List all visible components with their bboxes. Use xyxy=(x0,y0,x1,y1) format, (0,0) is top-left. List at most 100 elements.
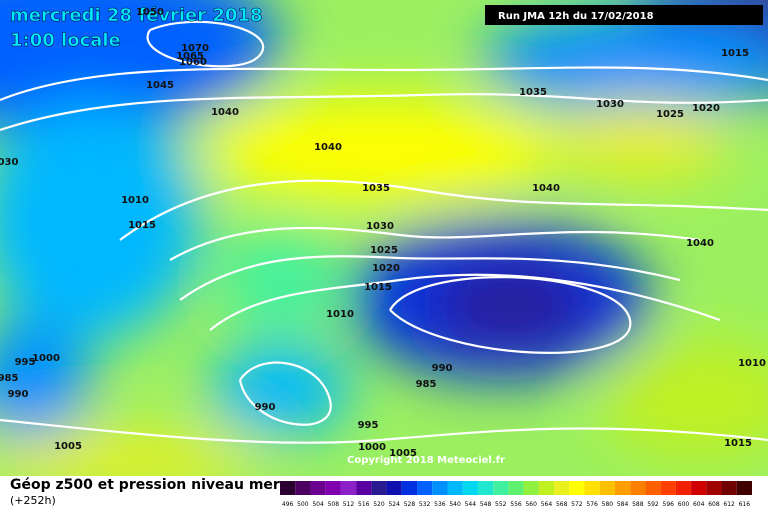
scale-label: 560 xyxy=(525,501,537,508)
isobar-label: 1010 xyxy=(738,358,766,369)
time: 1:00 locale xyxy=(10,30,121,51)
scale-swatch xyxy=(660,481,676,495)
scale-label: 588 xyxy=(632,501,644,508)
scale-swatch xyxy=(340,481,357,495)
isobar-label: 990 xyxy=(255,402,276,413)
scale-label: 512 xyxy=(343,501,355,508)
isobar-label: 990 xyxy=(432,363,453,374)
legend-title: Géop z500 et pression niveau mer xyxy=(10,477,280,493)
isobar-label: 1010 xyxy=(121,195,149,206)
isobar-label: 1015 xyxy=(721,48,749,59)
isobar-label: 1030 xyxy=(596,99,624,110)
scale-swatch xyxy=(614,481,631,495)
scale-label: 508 xyxy=(328,501,340,508)
scale-swatch xyxy=(630,481,646,495)
scale-swatch xyxy=(538,481,555,495)
scale-label: 592 xyxy=(647,501,659,508)
scale-swatch xyxy=(280,481,296,495)
isobar-label: 1000 xyxy=(32,353,60,364)
scale-swatch xyxy=(645,481,661,495)
copyright: Copyright 2018 Meteociel.fr xyxy=(347,455,505,466)
scale-label: 616 xyxy=(739,501,751,508)
scale-label: 580 xyxy=(602,501,614,508)
scale-label: 552 xyxy=(495,501,507,508)
isobar-label: 1015 xyxy=(128,220,156,231)
scale-label: 584 xyxy=(617,501,629,508)
isobar-label: 995 xyxy=(358,420,379,431)
isobar-label: 990 xyxy=(8,389,29,400)
isobar-label: 1005 xyxy=(54,441,82,452)
isobar-label: 1040 xyxy=(532,183,560,194)
scale-label: 520 xyxy=(373,501,385,508)
scale-swatch xyxy=(691,481,707,495)
isobar-label: 985 xyxy=(416,379,437,390)
scale-label: 568 xyxy=(556,501,568,508)
isobar-label: 1020 xyxy=(692,103,720,114)
scale-label: 608 xyxy=(708,501,720,508)
scale-label: 576 xyxy=(586,501,598,508)
scale-label: 540 xyxy=(449,501,461,508)
title: mercredi 28 février 2018 xyxy=(10,5,263,26)
scale-swatch xyxy=(417,481,433,495)
run-info: Run JMA 12h du 17/02/2018 xyxy=(498,11,654,22)
isobar-label: 1040 xyxy=(686,238,714,249)
scale-swatch xyxy=(432,481,448,495)
scale-label: 536 xyxy=(434,501,446,508)
scale-label: 548 xyxy=(480,501,492,508)
scale-label: 600 xyxy=(678,501,690,508)
scale-swatch xyxy=(325,481,341,495)
scale-label: 544 xyxy=(465,501,477,508)
isobar-label: 985 xyxy=(0,373,18,384)
isobar-label: 995 xyxy=(15,357,36,368)
isobar-label: 1010 xyxy=(326,309,354,320)
scale-swatch xyxy=(584,481,600,495)
legend-lead: (+252h) xyxy=(10,494,56,507)
scale-swatch xyxy=(523,481,539,495)
isobar-label: 1040 xyxy=(211,107,239,118)
isobar-label: 1015 xyxy=(724,438,752,449)
scale-swatch xyxy=(721,481,737,495)
scale-swatch xyxy=(356,481,372,495)
scale-swatch xyxy=(401,481,418,495)
scale-label: 524 xyxy=(388,501,400,508)
isobar-label: 1005 xyxy=(389,448,417,459)
scale-swatch xyxy=(447,481,463,495)
scale-swatch xyxy=(310,481,326,495)
isobar-label: 030 xyxy=(0,157,18,168)
isobar-label: 1035 xyxy=(362,183,390,194)
scale-label: 564 xyxy=(541,501,553,508)
scale-swatch xyxy=(462,481,478,495)
scale-swatch xyxy=(386,481,402,495)
isobar-label: 1070 xyxy=(181,43,209,54)
scale-swatch xyxy=(371,481,387,495)
scale-swatch xyxy=(554,481,570,495)
scale-label: 556 xyxy=(510,501,522,508)
scale-swatch xyxy=(569,481,585,495)
scale-swatch xyxy=(493,481,509,495)
scale-swatch xyxy=(736,481,752,495)
scale-swatch xyxy=(477,481,494,495)
scale-label: 504 xyxy=(312,501,324,508)
isobar-label: 1025 xyxy=(370,245,398,256)
isobar-label: 1035 xyxy=(519,87,547,98)
scale-label: 496 xyxy=(282,501,294,508)
scale-label: 516 xyxy=(358,501,370,508)
scale-swatch xyxy=(599,481,615,495)
scale-label: 604 xyxy=(693,501,705,508)
scale-label: 572 xyxy=(571,501,583,508)
isobar-label: 1015 xyxy=(364,282,392,293)
scale-label: 596 xyxy=(663,501,675,508)
isobar-label: 1060 xyxy=(179,57,207,68)
scale-label: 612 xyxy=(723,501,735,508)
scale-label: 532 xyxy=(419,501,431,508)
scale-swatch xyxy=(508,481,524,495)
scale-swatch xyxy=(675,481,692,495)
isobar-label: 1025 xyxy=(656,109,684,120)
isobar-label: 1045 xyxy=(146,80,174,91)
scale-swatch xyxy=(706,481,722,495)
isobar-label: 1000 xyxy=(358,442,386,453)
scale-label: 528 xyxy=(404,501,416,508)
isobar-label: 1030 xyxy=(366,221,394,232)
isobar-label: 1020 xyxy=(372,263,400,274)
